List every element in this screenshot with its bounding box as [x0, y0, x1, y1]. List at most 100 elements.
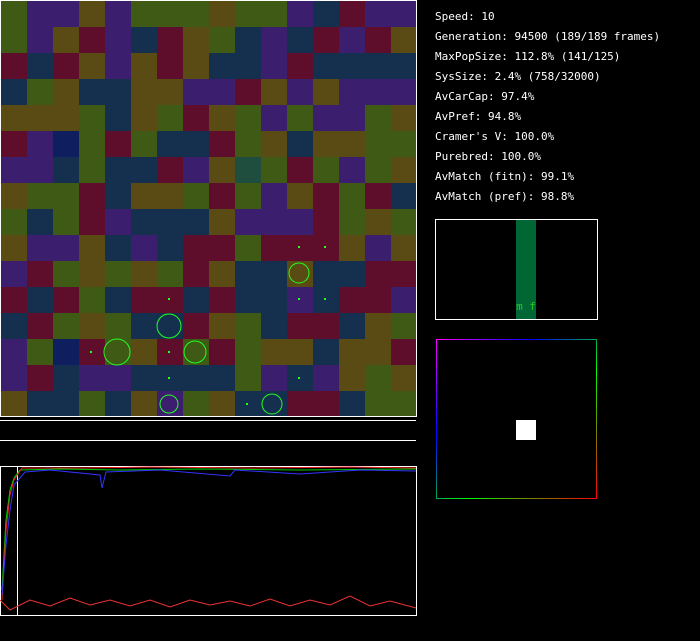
creature	[288, 262, 310, 284]
cell	[131, 79, 157, 105]
cell	[1, 235, 27, 261]
cell	[53, 261, 79, 287]
cell	[157, 79, 183, 105]
cell	[365, 235, 391, 261]
cell	[235, 339, 261, 365]
cell	[365, 105, 391, 131]
cell	[261, 287, 287, 313]
dot	[298, 298, 300, 300]
cell	[339, 261, 365, 287]
stat-line: SysSize: 2.4% (758/32000)	[435, 70, 601, 83]
cell	[235, 27, 261, 53]
cell	[157, 235, 183, 261]
plot-line	[1, 469, 417, 596]
cell	[157, 157, 183, 183]
cell	[365, 287, 391, 313]
cell	[183, 79, 209, 105]
cell	[209, 79, 235, 105]
cell	[1, 1, 27, 27]
cell	[1, 105, 27, 131]
cell	[209, 339, 235, 365]
dot	[324, 246, 326, 248]
cell	[313, 391, 339, 417]
cell	[1, 339, 27, 365]
cell	[235, 53, 261, 79]
dot	[168, 377, 170, 379]
cell	[105, 235, 131, 261]
cell	[131, 261, 157, 287]
cell	[313, 27, 339, 53]
cell	[183, 313, 209, 339]
cell	[287, 157, 313, 183]
cell	[209, 131, 235, 157]
cell	[365, 157, 391, 183]
cell	[131, 131, 157, 157]
cell	[391, 235, 417, 261]
cell	[365, 339, 391, 365]
cell	[313, 131, 339, 157]
cell	[183, 131, 209, 157]
cell	[261, 157, 287, 183]
creature	[159, 394, 179, 414]
creature	[261, 393, 283, 415]
cell	[209, 365, 235, 391]
cell	[313, 209, 339, 235]
cell	[27, 79, 53, 105]
cell	[79, 79, 105, 105]
cell	[313, 339, 339, 365]
cell	[131, 391, 157, 417]
cell	[339, 157, 365, 183]
cell	[27, 131, 53, 157]
cell	[183, 287, 209, 313]
cell	[261, 79, 287, 105]
cell	[183, 1, 209, 27]
cell	[339, 339, 365, 365]
cell	[27, 53, 53, 79]
cell	[131, 209, 157, 235]
cell	[287, 131, 313, 157]
color-marker	[516, 420, 536, 440]
cell	[209, 53, 235, 79]
cell	[105, 339, 131, 365]
stat-line: Cramer's V: 100.0%	[435, 130, 555, 143]
stats-panel: Speed: 10 Generation: 94500 (189/189 fram…	[435, 10, 660, 203]
cell	[79, 391, 105, 417]
cell	[235, 183, 261, 209]
cell	[1, 131, 27, 157]
cell	[261, 391, 287, 417]
cell	[105, 157, 131, 183]
creature	[103, 338, 131, 366]
cell	[105, 105, 131, 131]
cell	[105, 391, 131, 417]
histogram-label: m f	[516, 300, 536, 313]
cell	[131, 313, 157, 339]
cell	[339, 287, 365, 313]
cell	[261, 339, 287, 365]
cell	[53, 79, 79, 105]
cell	[131, 365, 157, 391]
cell	[287, 105, 313, 131]
cell	[79, 365, 105, 391]
cell	[27, 27, 53, 53]
cell	[209, 105, 235, 131]
cell	[287, 79, 313, 105]
cell	[1, 157, 27, 183]
cell	[365, 27, 391, 53]
cell	[391, 131, 417, 157]
cell	[1, 365, 27, 391]
cell	[105, 365, 131, 391]
cell	[27, 261, 53, 287]
cell	[183, 339, 209, 365]
cell	[261, 209, 287, 235]
cell	[1, 209, 27, 235]
cell	[79, 105, 105, 131]
cell	[365, 365, 391, 391]
cell	[235, 235, 261, 261]
cell	[157, 105, 183, 131]
cell	[235, 1, 261, 27]
cell	[27, 287, 53, 313]
cell	[131, 183, 157, 209]
cell	[183, 365, 209, 391]
cell	[79, 53, 105, 79]
plot-line	[1, 466, 417, 601]
